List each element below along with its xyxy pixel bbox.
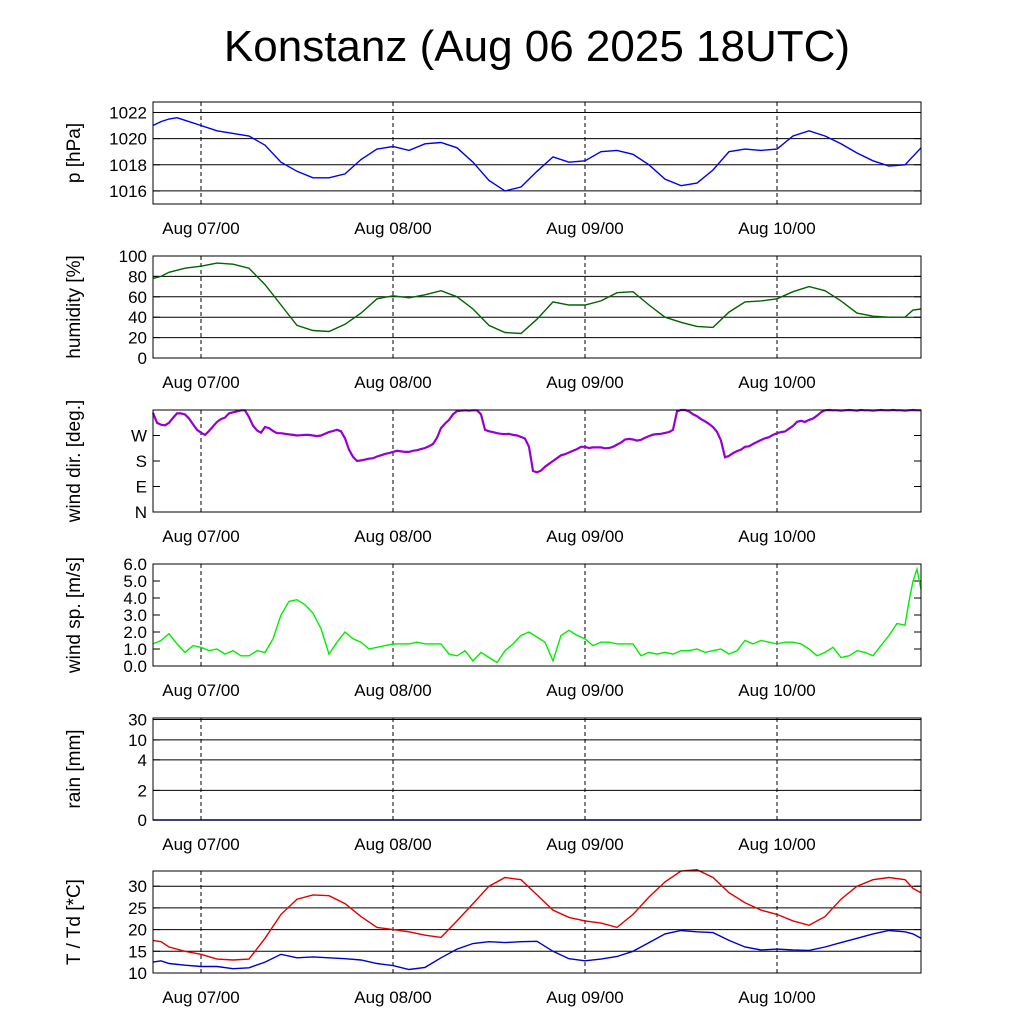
rain-ylabel: rain [mm] bbox=[64, 729, 85, 808]
temperature-ytick-label: 10 bbox=[128, 964, 147, 983]
pressure-ytick-label: 1022 bbox=[109, 103, 147, 122]
temperature-ytick-label: 15 bbox=[128, 942, 147, 961]
pressure-xtick-label: Aug 07/00 bbox=[162, 219, 240, 238]
wind-speed-xtick-label: Aug 09/00 bbox=[546, 681, 624, 700]
wind-speed-ytick-label: 3.0 bbox=[123, 606, 147, 625]
wind-speed-ytick-label: 1.0 bbox=[123, 640, 147, 659]
humidity-xtick-label: Aug 10/00 bbox=[738, 373, 816, 392]
wind-speed-ytick-label: 5.0 bbox=[123, 572, 147, 591]
pressure-panel: 1016 1018 1020 1022 Aug 07/00 Aug 08/00 Aug 09… bbox=[64, 101, 922, 238]
wind-speed-xtick-label: Aug 07/00 bbox=[162, 681, 240, 700]
humidity-xtick-label: Aug 09/00 bbox=[546, 373, 624, 392]
wind-dir-frame bbox=[152, 409, 922, 513]
temperature-xtick-label: Aug 10/00 bbox=[738, 988, 816, 1007]
humidity-ytick-label: 0 bbox=[138, 349, 147, 368]
wind-speed-xtick-label: Aug 08/00 bbox=[354, 681, 432, 700]
pressure-ylabel: p [hPa] bbox=[64, 123, 85, 183]
wind-speed-panel: 0.01.02.03.04.05.06.0 Aug 07/00 Aug 08/00 A… bbox=[64, 555, 922, 700]
wind-dir-ylabel: wind dir. [deg.] bbox=[64, 400, 85, 524]
rain-xtick-label: Aug 10/00 bbox=[738, 835, 816, 854]
pressure-frame bbox=[152, 101, 922, 205]
humidity-ytick-label: 80 bbox=[128, 267, 147, 286]
temperature-series-line-temperature bbox=[152, 868, 922, 961]
wind-dir-xtick-label: Aug 07/00 bbox=[162, 527, 240, 546]
humidity-ytick-label: 60 bbox=[128, 288, 147, 307]
humidity-frame bbox=[152, 255, 922, 359]
temperature-xtick-label: Aug 09/00 bbox=[546, 988, 624, 1007]
pressure-ytick-label: 1020 bbox=[109, 130, 147, 149]
pressure-xtick-label: Aug 09/00 bbox=[546, 219, 624, 238]
temperature-ylabel: T / Td [*C] bbox=[64, 879, 85, 965]
pressure-ytick-label: 1016 bbox=[109, 182, 147, 201]
wind-dir-xtick-label: Aug 08/00 bbox=[354, 527, 432, 546]
humidity-ytick-label: 40 bbox=[128, 308, 147, 327]
temperature-xtick-label: Aug 08/00 bbox=[354, 988, 432, 1007]
wind-dir-ytick-label: E bbox=[136, 478, 147, 497]
wind-speed-ytick-label: 4.0 bbox=[123, 589, 147, 608]
wind-dir-series-line bbox=[151, 408, 921, 474]
rain-ytick-label: 0 bbox=[138, 811, 147, 830]
temperature-ytick-label: 20 bbox=[128, 921, 147, 940]
temperature-ytick-label: 30 bbox=[128, 877, 147, 896]
temperature-series-line-dewpoint bbox=[152, 929, 922, 971]
humidity-series-line-humidity bbox=[152, 262, 922, 335]
wind-dir-ytick-label: W bbox=[131, 427, 147, 446]
wind-speed-series-line-wind_speed bbox=[152, 566, 922, 664]
rain-xtick-label: Aug 08/00 bbox=[354, 835, 432, 854]
humidity-xtick-label: Aug 08/00 bbox=[354, 373, 432, 392]
temperature-frame bbox=[152, 870, 922, 974]
wind-speed-ytick-label: 0.0 bbox=[123, 657, 147, 676]
rain-ytick-label: 2 bbox=[138, 781, 147, 800]
wind-speed-ytick-label: 6.0 bbox=[123, 555, 147, 574]
rain-xtick-label: Aug 07/00 bbox=[162, 835, 240, 854]
wind-dir-ytick-label: N bbox=[135, 503, 147, 522]
rain-frame bbox=[152, 717, 922, 821]
wind-speed-ylabel: wind sp. [m/s] bbox=[64, 557, 85, 674]
wind-dir-xtick-label: Aug 10/00 bbox=[738, 527, 816, 546]
pressure-ytick-label: 1018 bbox=[109, 156, 147, 175]
humidity-ytick-label: 100 bbox=[119, 247, 147, 266]
humidity-ylabel: humidity [%] bbox=[64, 255, 85, 358]
humidity-ytick-label: 20 bbox=[128, 329, 147, 348]
temperature-panel: 10 15 20 25 30 Aug 07/00 Aug 08/00 Aug 09/00 Aug… bbox=[64, 868, 922, 1007]
pressure-xtick-label: Aug 10/00 bbox=[738, 219, 816, 238]
pressure-xtick-label: Aug 08/00 bbox=[354, 219, 432, 238]
rain-ytick-label: 4 bbox=[138, 751, 147, 770]
pressure-series-line-pressure bbox=[152, 116, 922, 192]
rain-ytick-label: 10 bbox=[128, 731, 147, 750]
wind-speed-ytick-label: 2.0 bbox=[123, 623, 147, 642]
wind-dir-xtick-label: Aug 09/00 bbox=[546, 527, 624, 546]
wind-speed-frame bbox=[152, 563, 922, 667]
rain-xtick-label: Aug 09/00 bbox=[546, 835, 624, 854]
temperature-xtick-label: Aug 07/00 bbox=[162, 988, 240, 1007]
rain-ytick-label: 30 bbox=[128, 711, 147, 730]
wind-speed-xtick-label: Aug 10/00 bbox=[738, 681, 816, 700]
chart-title: Konstanz (Aug 06 2025 18UTC) bbox=[223, 22, 851, 71]
temperature-ytick-label: 25 bbox=[128, 899, 147, 918]
humidity-xtick-label: Aug 07/00 bbox=[162, 373, 240, 392]
wind-dir-ytick-label: S bbox=[136, 452, 147, 471]
